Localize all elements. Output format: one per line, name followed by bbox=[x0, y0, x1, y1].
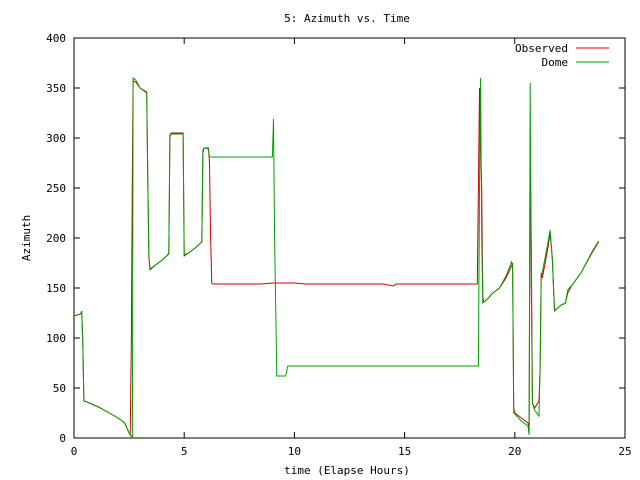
x-tick-label: 10 bbox=[288, 445, 301, 458]
chart-title: 5: Azimuth vs. Time bbox=[284, 12, 410, 25]
x-tick-label: 15 bbox=[398, 445, 411, 458]
y-tick-label: 100 bbox=[46, 332, 66, 345]
y-tick-label: 350 bbox=[46, 82, 66, 95]
legend-label-observed: Observed bbox=[515, 42, 568, 55]
y-tick-label: 200 bbox=[46, 232, 66, 245]
y-tick-label: 300 bbox=[46, 132, 66, 145]
legend-label-dome: Dome bbox=[542, 56, 569, 69]
x-axis: 0 5 10 15 20 25 bbox=[71, 38, 632, 458]
plot-frame bbox=[73, 37, 626, 439]
series-line-observed bbox=[73, 80, 600, 437]
x-axis-label: time (Elapse Hours) bbox=[284, 464, 410, 477]
x-tick-label: 20 bbox=[508, 445, 521, 458]
y-axis: 0 50 100 150 200 250 300 350 400 bbox=[46, 32, 625, 445]
legend: Observed Dome bbox=[515, 42, 609, 69]
y-tick-label: 150 bbox=[46, 282, 66, 295]
y-tick-label: 0 bbox=[59, 432, 66, 445]
y-tick-label: 250 bbox=[46, 182, 66, 195]
y-tick-label: 400 bbox=[46, 32, 66, 45]
x-tick-label: 5 bbox=[181, 445, 188, 458]
series-line-dome bbox=[73, 76, 600, 439]
series-lines bbox=[73, 76, 600, 439]
y-axis-label: Azimuth bbox=[20, 215, 33, 261]
x-tick-label: 25 bbox=[618, 445, 631, 458]
y-tick-label: 50 bbox=[53, 382, 66, 395]
x-tick-label: 0 bbox=[71, 445, 78, 458]
